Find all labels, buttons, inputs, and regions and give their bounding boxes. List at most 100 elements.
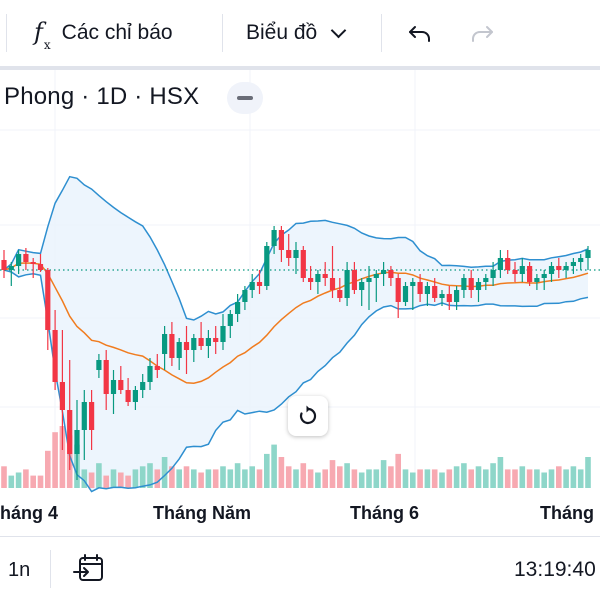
volume-bar — [256, 469, 263, 488]
candle-body — [30, 262, 36, 264]
price-chart[interactable] — [0, 70, 600, 536]
volume-bar — [461, 463, 467, 488]
candle-body — [541, 274, 547, 278]
candle-body — [227, 314, 233, 326]
volume-bar — [103, 475, 109, 488]
candle-body — [205, 338, 211, 346]
candle-body — [249, 282, 255, 290]
candle-body — [256, 282, 263, 286]
reset-icon — [299, 405, 317, 425]
candle-body — [147, 366, 153, 382]
candle-body — [300, 250, 306, 278]
candle-body — [454, 290, 460, 302]
candle-body — [570, 262, 576, 266]
volume-bar — [351, 469, 358, 488]
candle-body — [67, 410, 73, 454]
undo-button[interactable] — [406, 14, 434, 52]
candle-body — [329, 278, 336, 290]
volume-bar — [285, 466, 292, 488]
candle-body — [59, 382, 65, 410]
volume-bar — [563, 469, 569, 488]
candle-body — [96, 360, 102, 370]
candle-body — [132, 390, 138, 402]
volume-bar — [519, 466, 526, 488]
candle-body — [548, 266, 555, 274]
volume-bar — [118, 472, 124, 488]
candle-body — [366, 278, 372, 282]
calendar-goto-icon[interactable] — [72, 552, 106, 586]
reset-chart-button[interactable] — [288, 396, 328, 436]
candle-body — [578, 258, 584, 262]
candle-body — [271, 230, 277, 246]
symbol-legend[interactable]: Phong · 1D · HSX — [4, 83, 199, 111]
volume-bar — [59, 426, 66, 488]
candle-body — [45, 270, 51, 330]
candle-body — [373, 274, 379, 278]
candle-body — [483, 278, 489, 282]
candle-body — [16, 254, 22, 266]
candle-body — [315, 274, 321, 282]
candle-body — [23, 254, 29, 262]
bottom-separator — [0, 536, 600, 537]
volume-bar — [577, 469, 584, 488]
volume-bar — [264, 453, 270, 488]
volume-bar — [439, 472, 445, 488]
redo-button[interactable] — [468, 14, 496, 52]
chevron-down-icon — [330, 22, 347, 38]
candle-body — [351, 270, 357, 290]
bollinger-upper-line — [3, 175, 589, 321]
candle-body — [183, 342, 190, 350]
volume-bar — [358, 472, 365, 488]
volume-bar — [278, 457, 285, 488]
bottom-toolbar — [0, 537, 600, 600]
candle-body — [162, 334, 168, 354]
volume-bar — [154, 469, 161, 488]
volume-bar — [37, 475, 44, 488]
volume-bar — [315, 472, 321, 488]
volume-bar — [300, 463, 307, 488]
chart-type-button[interactable]: Biểu đồ — [246, 14, 347, 52]
candle-body — [125, 390, 131, 402]
candle-body — [308, 278, 314, 282]
candle-body — [322, 274, 328, 278]
volume-bar — [125, 475, 131, 488]
volume-bar — [322, 469, 328, 488]
candle-body — [527, 266, 533, 282]
candle-body — [110, 380, 117, 394]
volume-bar — [388, 466, 394, 488]
volume-bar — [1, 466, 7, 488]
volume-bar — [337, 466, 343, 488]
volume-bar — [139, 466, 146, 488]
bollinger-lower-line — [3, 269, 589, 493]
volume-bar — [205, 469, 212, 488]
candle-body — [264, 246, 270, 286]
candle-body — [103, 360, 109, 394]
candle-body — [556, 266, 562, 270]
volume-bar — [570, 466, 577, 488]
volume-bar — [45, 450, 51, 488]
undo-icon — [409, 26, 430, 42]
volume-bar — [132, 469, 139, 488]
x-tick-label: háng 4 — [0, 503, 59, 523]
range-1d-button[interactable]: 1n — [8, 559, 31, 581]
volume-bar — [410, 472, 416, 488]
candle-body — [278, 230, 284, 250]
volume-bar — [8, 475, 15, 488]
candle-body — [176, 342, 182, 358]
volume-bar — [329, 460, 336, 488]
candle-body — [388, 270, 394, 278]
x-tick-label: Tháng Năm — [153, 503, 252, 523]
indicators-button[interactable]: fx Các chỉ báo — [34, 14, 173, 53]
toolbar-separator — [0, 66, 600, 70]
volume-bar — [526, 469, 533, 488]
volume-bar — [424, 469, 431, 488]
volume-bar — [512, 469, 518, 488]
candle-body — [118, 380, 124, 390]
candle-body — [74, 430, 80, 454]
volume-bar — [380, 460, 387, 488]
candle-body — [534, 278, 540, 282]
candle-body — [475, 282, 482, 290]
legend-collapse-button[interactable] — [227, 82, 263, 114]
volume-bar — [169, 466, 175, 488]
volume-bar — [110, 469, 117, 488]
